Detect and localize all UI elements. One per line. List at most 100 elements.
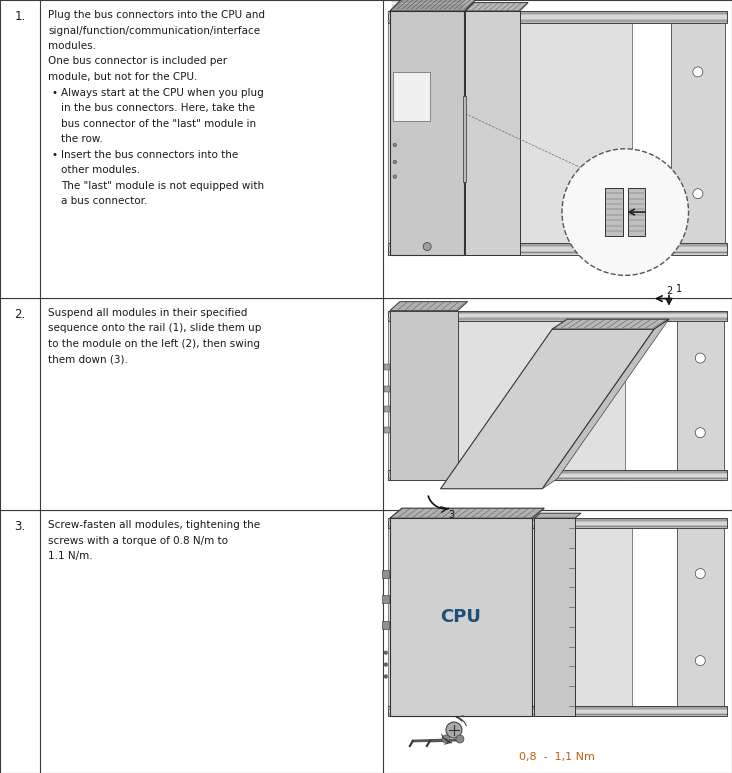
Polygon shape [542, 319, 669, 489]
Circle shape [693, 67, 703, 77]
Text: in the bus connectors. Here, take the: in the bus connectors. Here, take the [61, 103, 255, 113]
Text: 1.: 1. [15, 10, 26, 23]
Circle shape [695, 427, 705, 438]
Polygon shape [441, 329, 654, 489]
Bar [388, 526, 727, 527]
Text: •: • [51, 87, 57, 97]
Text: Screw-fasten all modules, tightening the: Screw-fasten all modules, tightening the [48, 520, 261, 530]
Circle shape [695, 353, 705, 363]
Text: sequence onto the rail (1), slide them up: sequence onto the rail (1), slide them u… [48, 323, 261, 333]
Text: the row.: the row. [61, 134, 103, 144]
Text: 2.: 2. [15, 308, 26, 321]
Bar [393, 72, 430, 121]
Bar [388, 243, 727, 254]
Polygon shape [390, 301, 468, 311]
Bar [388, 519, 727, 521]
Bar [671, 11, 725, 254]
Text: to the module on the left (2), then swing: to the module on the left (2), then swin… [48, 339, 261, 349]
Text: a bus connector.: a bus connector. [61, 196, 148, 206]
Text: Plug the bus connectors into the CPU and: Plug the bus connectors into the CPU and [48, 10, 265, 20]
Bar [466, 11, 520, 254]
Bar [534, 518, 575, 716]
Bar [384, 407, 390, 412]
Circle shape [393, 143, 397, 147]
Circle shape [693, 189, 703, 199]
Text: other modules.: other modules. [61, 165, 141, 175]
Circle shape [384, 675, 388, 678]
Bar [388, 251, 727, 254]
Bar [388, 11, 632, 254]
Text: One bus connector is included per: One bus connector is included per [48, 56, 228, 66]
Bar [676, 518, 724, 716]
Bar [382, 595, 389, 603]
Bar [382, 570, 389, 577]
Polygon shape [466, 2, 528, 11]
Text: signal/function/communication/interface: signal/function/communication/interface [48, 26, 261, 36]
Bar [676, 311, 724, 480]
Bar [388, 518, 632, 716]
Polygon shape [552, 319, 669, 329]
Text: CPU: CPU [441, 608, 482, 626]
Bar [605, 189, 623, 236]
Bar [388, 707, 727, 709]
Bar [388, 706, 727, 716]
Bar [388, 713, 727, 715]
Circle shape [442, 735, 450, 743]
Text: 1: 1 [676, 284, 682, 294]
Circle shape [562, 148, 689, 275]
Bar [390, 11, 464, 254]
Circle shape [695, 656, 705, 666]
Polygon shape [390, 0, 477, 11]
Bar [0, 0, 732, 298]
Text: screws with a torque of 0.8 N/m to: screws with a torque of 0.8 N/m to [48, 536, 228, 546]
Circle shape [423, 243, 431, 250]
Bar [388, 478, 727, 479]
Circle shape [695, 569, 705, 578]
Text: 2: 2 [666, 285, 672, 295]
Circle shape [456, 735, 464, 743]
Bar [388, 5, 727, 293]
Bar [0, 510, 732, 773]
Circle shape [446, 722, 462, 738]
Text: 0,8  -  1,1 Nm: 0,8 - 1,1 Nm [520, 752, 595, 762]
Polygon shape [390, 508, 545, 518]
Bar [388, 243, 727, 246]
Bar [388, 513, 727, 768]
Bar [388, 11, 727, 23]
Text: modules.: modules. [48, 41, 97, 51]
Bar [388, 301, 727, 506]
Bar [390, 311, 458, 480]
Bar [388, 12, 727, 14]
Bar [388, 20, 727, 22]
Text: Suspend all modules in their specified: Suspend all modules in their specified [48, 308, 247, 318]
Circle shape [384, 662, 388, 666]
Text: 1.1 N/m.: 1.1 N/m. [48, 551, 93, 561]
Bar [384, 386, 390, 392]
Bar [463, 97, 466, 182]
Bar [388, 311, 625, 480]
Text: The "last" module is not equipped with: The "last" module is not equipped with [61, 181, 264, 190]
Bar [388, 311, 727, 321]
Text: •: • [51, 149, 57, 159]
Bar [388, 470, 727, 480]
Bar [382, 621, 389, 629]
Text: 3: 3 [448, 509, 455, 519]
Bar [388, 312, 727, 313]
Text: bus connector of the "last" module in: bus connector of the "last" module in [61, 118, 256, 128]
Circle shape [384, 651, 388, 655]
Bar [628, 189, 646, 236]
Circle shape [393, 175, 397, 179]
Text: Always start at the CPU when you plug: Always start at the CPU when you plug [61, 87, 264, 97]
Text: 3.: 3. [15, 520, 26, 533]
Bar [388, 318, 727, 319]
Bar [384, 364, 390, 370]
Text: them down (3).: them down (3). [48, 354, 128, 364]
Bar [0, 298, 732, 510]
Text: Insert the bus connectors into the: Insert the bus connectors into the [61, 149, 239, 159]
Bar [388, 518, 727, 528]
Text: module, but not for the CPU.: module, but not for the CPU. [48, 72, 198, 82]
Bar [384, 427, 390, 433]
Polygon shape [534, 513, 581, 518]
Bar [390, 518, 532, 716]
Circle shape [393, 160, 397, 164]
